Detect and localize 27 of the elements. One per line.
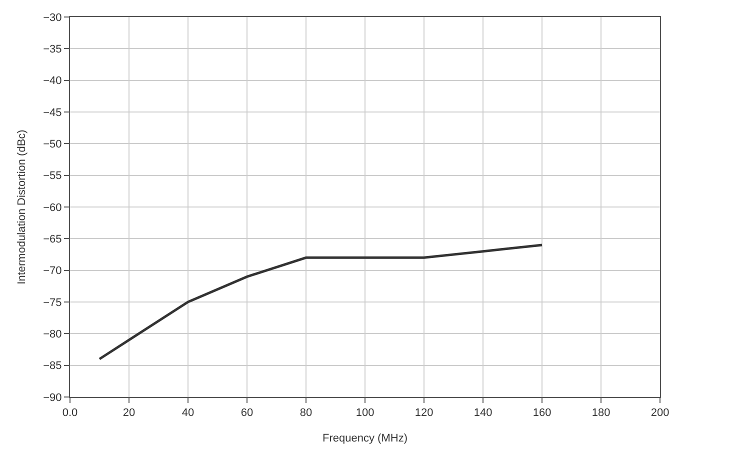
x-axis-title: Frequency (MHz) bbox=[322, 432, 408, 444]
y-tick-label: −55 bbox=[43, 170, 62, 182]
x-tick-label: 100 bbox=[356, 407, 374, 420]
y-tick-label: −60 bbox=[43, 202, 62, 214]
x-tick-label: 0.0 bbox=[62, 407, 78, 420]
x-tick-label: 200 bbox=[650, 407, 670, 420]
line-series bbox=[98, 244, 544, 360]
y-tick-label: −50 bbox=[43, 138, 62, 151]
y-tick-label: −45 bbox=[43, 106, 62, 119]
y-tick-label: −65 bbox=[43, 234, 62, 246]
y-axis-title: Intermodulation Distortion (dBc) bbox=[16, 130, 28, 284]
y-tick-label: −75 bbox=[43, 296, 62, 309]
y-tick-label: −80 bbox=[43, 328, 62, 341]
x-tick-label: 120 bbox=[414, 407, 434, 420]
x-tick-label: 160 bbox=[532, 407, 552, 420]
y-tick-label: −40 bbox=[43, 75, 62, 88]
x-tick-label: 80 bbox=[300, 407, 312, 420]
x-tick-label: 40 bbox=[182, 407, 194, 420]
x-tick-label: 180 bbox=[592, 407, 610, 420]
y-tick-label: −90 bbox=[43, 392, 62, 404]
x-tick-label: 20 bbox=[122, 407, 136, 420]
y-tick-label: −30 bbox=[43, 12, 62, 24]
y-tick-label: −85 bbox=[43, 360, 62, 372]
x-tick-label: 140 bbox=[474, 407, 492, 420]
y-tick-label: −35 bbox=[43, 44, 62, 56]
x-tick-label: 60 bbox=[240, 407, 254, 420]
y-tick-label: −70 bbox=[43, 265, 62, 278]
